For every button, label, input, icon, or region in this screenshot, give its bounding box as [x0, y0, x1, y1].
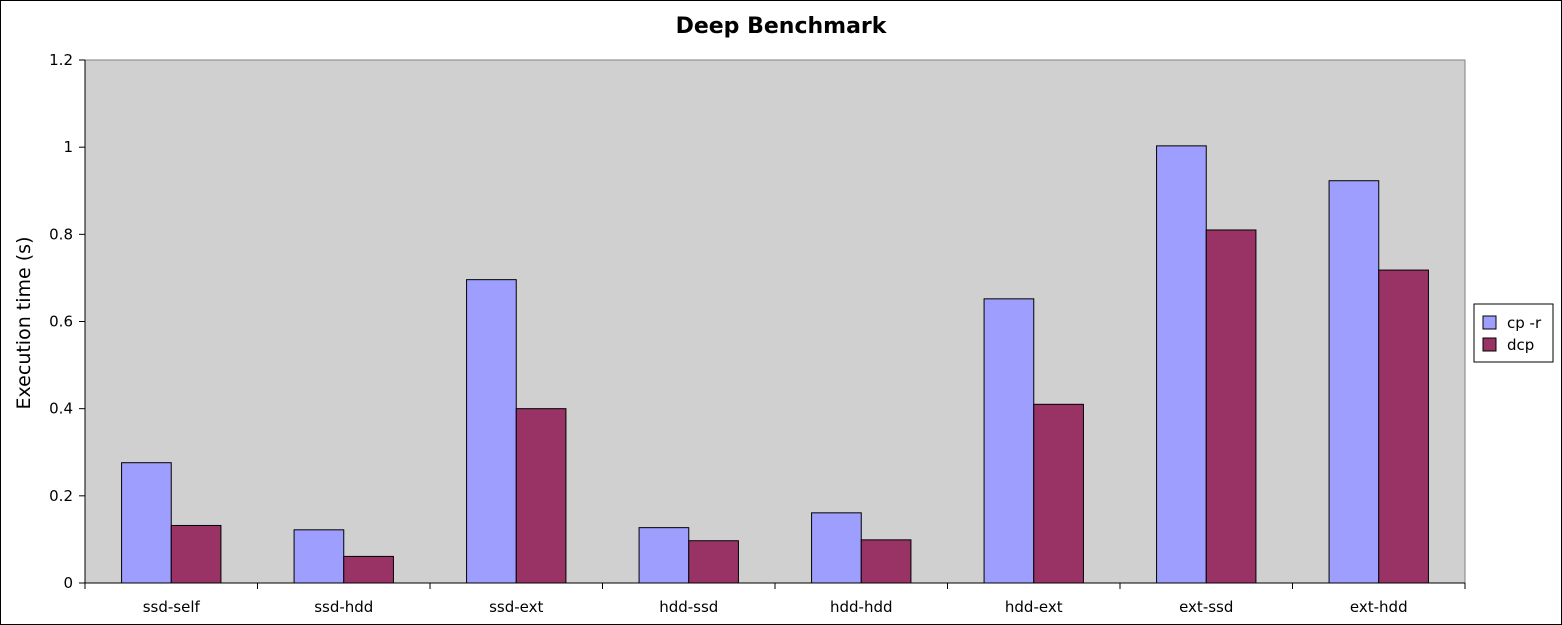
bars-layer — [121, 145, 1429, 584]
axes-layer: ssd-self ssd-hdd ssd-ext hdd-ssd hdd-hdd hdd-… — [49, 51, 1466, 616]
x-tick-label-hdd-ssd: hdd-ssd — [659, 598, 718, 616]
plot-area — [84, 59, 1466, 584]
y-axis-label: Execution time (s) — [13, 237, 35, 410]
bar-cp-r-ssd-self — [121, 462, 172, 584]
bar-dcp-ext-ssd — [1205, 229, 1257, 584]
x-tick-label-ssd-ext: ssd-ext — [489, 598, 543, 616]
x-tick-label-hdd-hdd: hdd-hdd — [830, 598, 893, 616]
x-tick-label-ext-hdd: ext-hdd — [1350, 598, 1408, 616]
legend: cp -r dcp — [1473, 303, 1554, 363]
y-tick-label: 1.2 — [49, 51, 73, 69]
legend-label-dcp: dcp — [1507, 336, 1534, 354]
bar-cp-r-ext-hdd — [1328, 180, 1380, 584]
legend-swatch-dcp — [1482, 337, 1497, 352]
chart-title: Deep Benchmark — [676, 14, 888, 39]
bar-cp-r-hdd-ext — [983, 298, 1035, 584]
bar-cp-r-hdd-hdd — [811, 512, 862, 584]
bar-dcp-ssd-self — [170, 524, 222, 584]
bar-cp-r-hdd-ssd — [638, 527, 690, 584]
bar-dcp-hdd-ext — [1033, 403, 1084, 584]
legend-swatch-cp-r — [1482, 315, 1497, 330]
y-tick-label: 1 — [63, 138, 73, 156]
y-tick-label: 0 — [63, 574, 73, 592]
bar-dcp-ssd-hdd — [343, 555, 394, 584]
bar-dcp-ssd-ext — [515, 408, 567, 584]
x-tick-label-ext-ssd: ext-ssd — [1179, 598, 1233, 616]
x-tick-label-ssd-self: ssd-self — [143, 598, 201, 616]
legend-box — [1473, 303, 1554, 363]
y-tick-label: 0.6 — [49, 313, 73, 331]
x-tick-label-hdd-ext: hdd-ext — [1005, 598, 1063, 616]
y-tick-label: 0.4 — [49, 400, 73, 418]
x-tick-label-ssd-hdd: ssd-hdd — [314, 598, 373, 616]
bar-cp-r-ext-ssd — [1156, 145, 1207, 584]
y-tick-label: 0.8 — [49, 225, 73, 243]
legend-label-cp-r: cp -r — [1507, 314, 1542, 332]
bar-cp-r-ssd-hdd — [293, 529, 345, 584]
bar-dcp-hdd-hdd — [860, 539, 912, 584]
bar-cp-r-ssd-ext — [466, 279, 517, 584]
bar-dcp-hdd-ssd — [688, 540, 739, 584]
y-tick-label: 0.2 — [49, 487, 73, 505]
bar-dcp-ext-hdd — [1378, 269, 1429, 584]
